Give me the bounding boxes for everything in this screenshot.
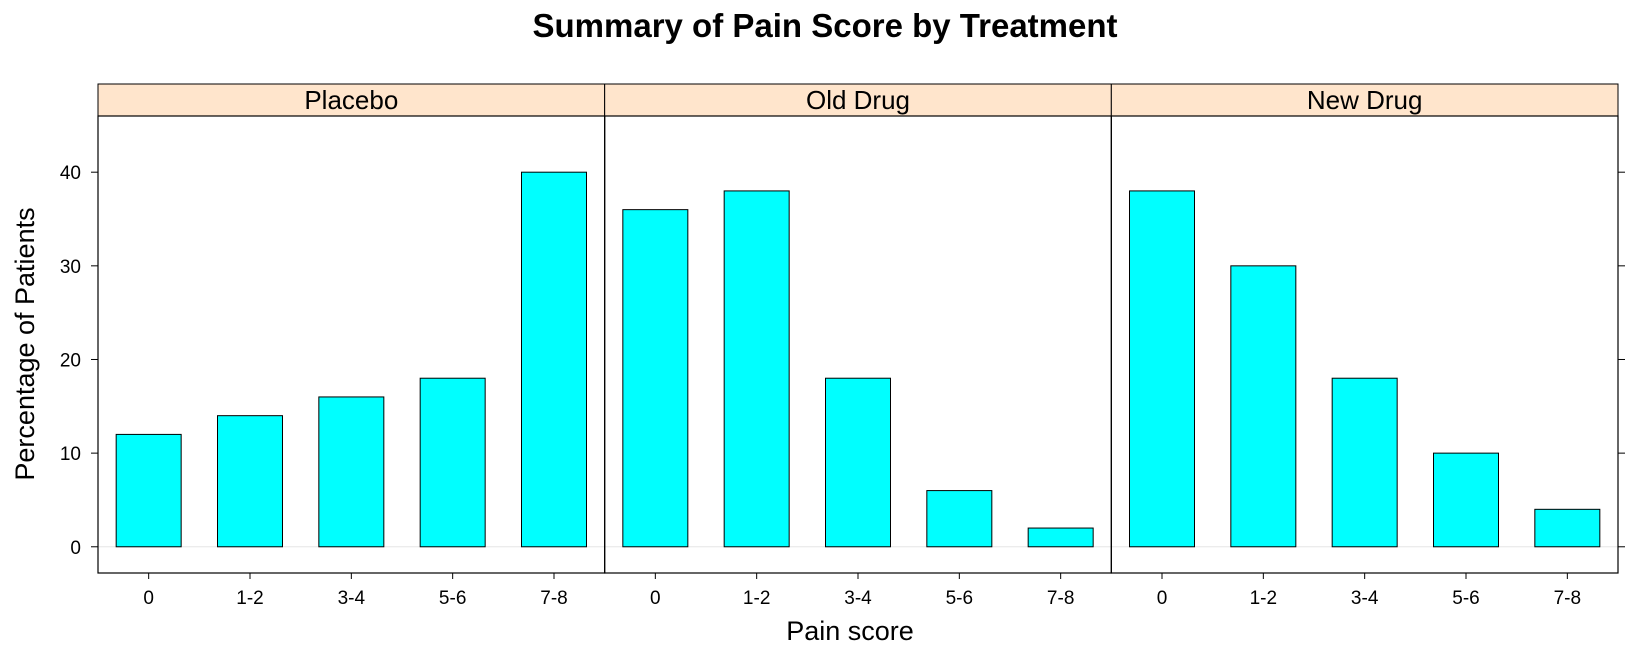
bar-old-drug-1-2 [723,190,790,548]
x-tick-label: 0 [1157,588,1168,609]
bar-placebo-1-2 [217,415,283,548]
x-axis-label: Pain score [786,616,914,646]
panel-strip-label: New Drug [1307,85,1423,115]
panel-strip [1110,83,1619,117]
panel-strip-label: Old Drug [806,85,910,115]
panel-strip [604,83,1112,117]
bar-old-drug-7-8 [1027,527,1094,548]
x-tick-label: 5-6 [946,588,973,609]
y-tick-label: 40 [60,163,81,184]
x-tick-label: 1-2 [1250,588,1277,609]
bar-placebo-5-6 [419,377,486,548]
y-tick-label: 30 [60,257,81,278]
x-tick-label: 5-6 [1452,588,1479,609]
panels-group: Placebo 0 1-2 3-4 5-6 7-8 Old Drug 0 1-2 3-4 5-6 7-… [60,83,1625,609]
x-tick-label: 0 [143,588,154,609]
x-tick-label: 7-8 [1047,588,1074,609]
x-tick-label: 0 [650,588,661,609]
x-tick-label: 5-6 [439,588,466,609]
y-tick-label: 20 [60,350,81,371]
bar-old-drug-3-4 [825,377,891,548]
x-tick-label: 7-8 [540,588,567,609]
x-tick-label: 7-8 [1554,588,1581,609]
x-tick-label: 3-4 [338,588,366,609]
chart-title: Summary of Pain Score by Treatment [532,7,1117,44]
bar-new-drug-3-4 [1331,377,1398,548]
panel-strip-label: Placebo [304,85,398,115]
bar-placebo-0 [115,433,182,548]
bar-new-drug-0 [1129,190,1195,548]
bar-old-drug-5-6 [926,490,993,548]
x-tick-label: 1-2 [236,588,263,609]
x-tick-label: 3-4 [1351,588,1379,609]
bar-placebo-3-4 [318,396,385,548]
bar-new-drug-1-2 [1230,265,1297,548]
x-tick-label: 1-2 [743,588,770,609]
bar-old-drug-0 [622,209,689,548]
bar-placebo-7-8 [521,171,587,548]
bar-new-drug-5-6 [1433,452,1499,548]
y-tick-label: 0 [70,538,81,559]
x-tick-label: 3-4 [844,588,872,609]
bar-new-drug-7-8 [1534,508,1601,548]
y-axis-label: Percentage of Patients [10,207,40,480]
y-tick-label: 10 [60,444,81,465]
